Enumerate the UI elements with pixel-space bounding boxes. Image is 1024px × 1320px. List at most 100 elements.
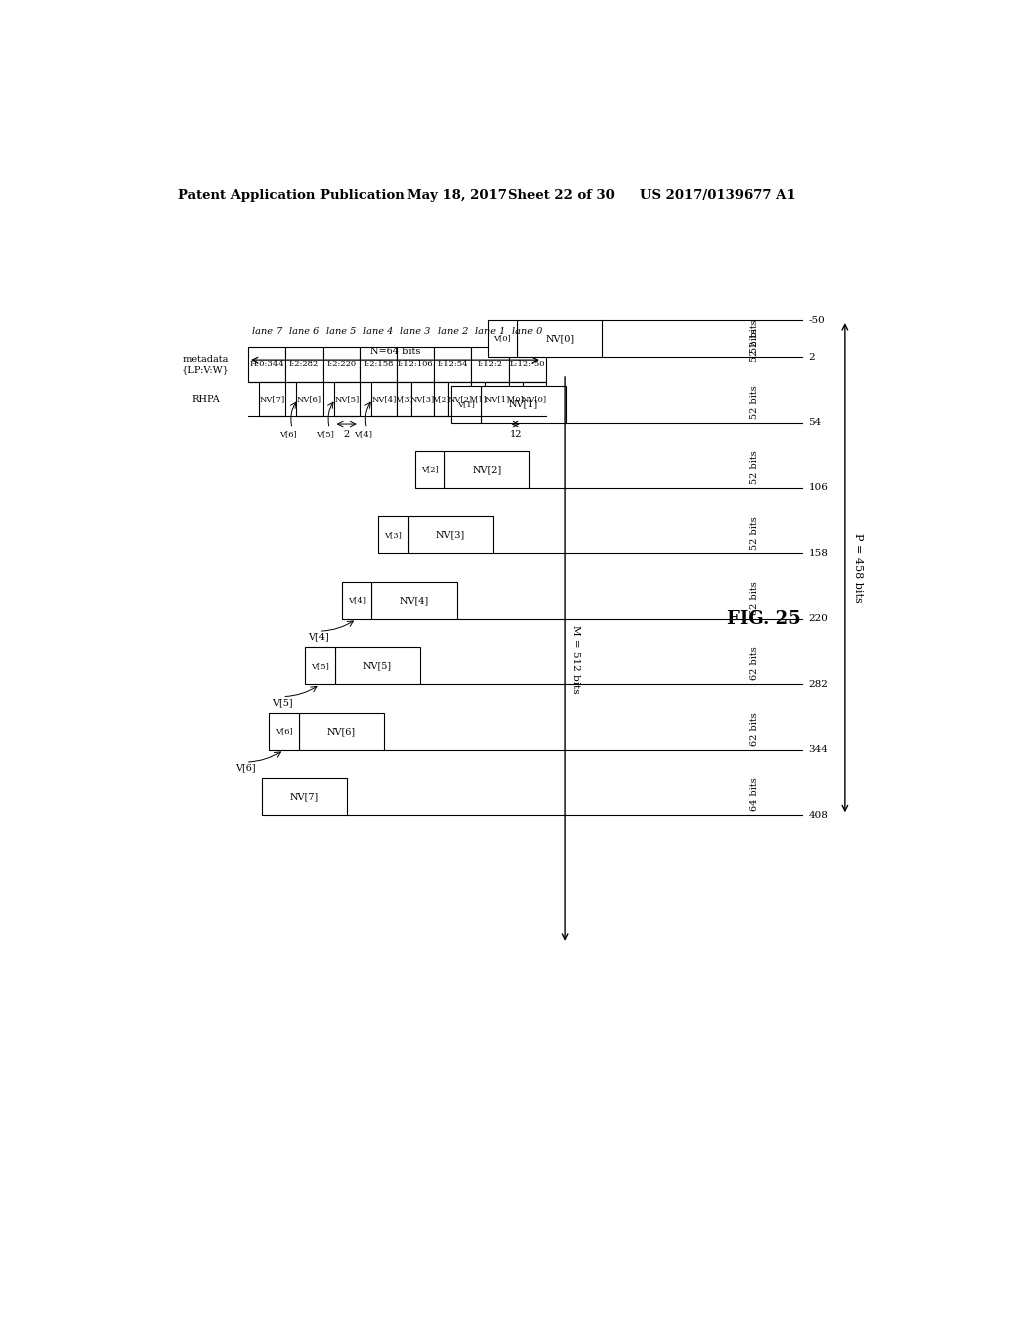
Text: I:2:220: I:2:220	[326, 360, 356, 368]
Bar	[487, 321, 517, 358]
Bar	[444, 451, 529, 488]
Text: V[4]: V[4]	[353, 430, 372, 438]
Text: I:2:282: I:2:282	[289, 360, 319, 368]
Text: 344: 344	[809, 746, 828, 754]
Text: I:12:2: I:12:2	[477, 360, 503, 368]
Text: Patent Application Publication: Patent Application Publication	[178, 189, 406, 202]
Text: V[4]: V[4]	[308, 632, 329, 642]
Bar	[378, 516, 408, 553]
Text: NV[6]: NV[6]	[297, 395, 323, 403]
Bar	[269, 713, 299, 750]
Text: NV[0]: NV[0]	[521, 395, 547, 403]
Text: I:12:106: I:12:106	[397, 360, 433, 368]
Text: L:12:-50: L:12:-50	[509, 360, 545, 368]
Text: V[1]: V[1]	[470, 395, 486, 403]
Text: V[0]: V[0]	[494, 334, 511, 343]
Bar	[371, 381, 397, 416]
Bar	[408, 516, 493, 553]
Text: 62 bits: 62 bits	[750, 647, 759, 681]
Bar	[335, 647, 420, 684]
Bar	[397, 347, 434, 381]
Text: lane 5: lane 5	[326, 327, 356, 337]
Text: I:2:158: I:2:158	[364, 360, 393, 368]
Text: V[5]: V[5]	[311, 661, 329, 669]
Text: 52 bits: 52 bits	[750, 327, 759, 362]
Bar	[372, 582, 457, 619]
Bar	[259, 381, 286, 416]
Text: lane 2: lane 2	[437, 327, 468, 337]
Text: V[0]: V[0]	[508, 395, 524, 403]
Text: H:0:344: H:0:344	[250, 360, 284, 368]
Text: lane 3: lane 3	[400, 327, 431, 337]
Text: NV[2]: NV[2]	[447, 395, 472, 403]
Text: V[5]: V[5]	[316, 430, 335, 438]
Text: 2: 2	[344, 430, 350, 440]
Bar	[471, 381, 485, 416]
Text: V[5]: V[5]	[272, 698, 293, 708]
Text: NV[5]: NV[5]	[334, 395, 359, 403]
Text: NV[7]: NV[7]	[260, 395, 285, 403]
Text: M = 512 bits: M = 512 bits	[571, 624, 581, 693]
Text: US 2017/0139677 A1: US 2017/0139677 A1	[640, 189, 795, 202]
Text: lane 7: lane 7	[252, 327, 282, 337]
Text: 52 bits: 52 bits	[750, 450, 759, 484]
Bar	[305, 647, 335, 684]
Text: NV[3]: NV[3]	[436, 531, 465, 540]
Text: V[6]: V[6]	[274, 727, 293, 735]
Text: 52 bits: 52 bits	[750, 319, 759, 354]
Text: 54: 54	[809, 418, 821, 426]
Text: RHPA: RHPA	[191, 395, 220, 404]
Bar	[522, 381, 546, 416]
Text: NV[2]: NV[2]	[472, 465, 502, 474]
Text: V[3]: V[3]	[384, 531, 402, 539]
Text: Sheet 22 of 30: Sheet 22 of 30	[508, 189, 614, 202]
Text: NV[1]: NV[1]	[484, 395, 510, 403]
Bar	[299, 713, 384, 750]
Text: V[6]: V[6]	[236, 763, 256, 772]
Text: 62 bits: 62 bits	[750, 581, 759, 615]
Bar	[509, 381, 522, 416]
Text: V[3]: V[3]	[395, 395, 413, 403]
Text: NV[7]: NV[7]	[290, 792, 319, 801]
Bar	[485, 381, 509, 416]
Bar	[342, 582, 372, 619]
Text: NV[5]: NV[5]	[362, 661, 392, 671]
Bar	[397, 381, 411, 416]
Text: V[6]: V[6]	[280, 430, 297, 438]
Text: NV[3]: NV[3]	[410, 395, 435, 403]
Text: V[2]: V[2]	[421, 466, 438, 474]
Text: NV[1]: NV[1]	[509, 400, 538, 408]
Text: FIG. 25: FIG. 25	[727, 610, 801, 628]
Bar	[248, 347, 286, 381]
Text: I:12:54: I:12:54	[437, 360, 468, 368]
Text: NV[0]: NV[0]	[545, 334, 574, 343]
Text: 2: 2	[809, 352, 815, 362]
Bar	[334, 381, 359, 416]
Text: 64 bits: 64 bits	[750, 777, 759, 812]
Text: V[4]: V[4]	[347, 597, 366, 605]
Text: NV[4]: NV[4]	[399, 595, 429, 605]
Text: V[2]: V[2]	[433, 395, 450, 403]
Text: May 18, 2017: May 18, 2017	[407, 189, 507, 202]
Bar	[297, 381, 323, 416]
Text: 282: 282	[809, 680, 828, 689]
Text: P = 458 bits: P = 458 bits	[853, 533, 862, 602]
Text: metadata
{LP:V:W}: metadata {LP:V:W}	[181, 355, 229, 374]
Text: 158: 158	[809, 549, 828, 558]
Bar	[286, 347, 323, 381]
Text: lane 6: lane 6	[289, 327, 319, 337]
Text: 12: 12	[509, 430, 522, 440]
Text: 106: 106	[809, 483, 828, 492]
Bar	[517, 321, 602, 358]
Bar	[434, 347, 471, 381]
Text: lane 1: lane 1	[475, 327, 505, 337]
Text: 408: 408	[809, 810, 828, 820]
Bar	[411, 381, 434, 416]
Text: 62 bits: 62 bits	[750, 713, 759, 746]
Text: -50: -50	[809, 315, 825, 325]
Text: lane 4: lane 4	[364, 327, 393, 337]
Text: NV[6]: NV[6]	[327, 727, 355, 735]
Bar	[509, 347, 546, 381]
Bar	[262, 779, 347, 816]
Bar	[415, 451, 444, 488]
